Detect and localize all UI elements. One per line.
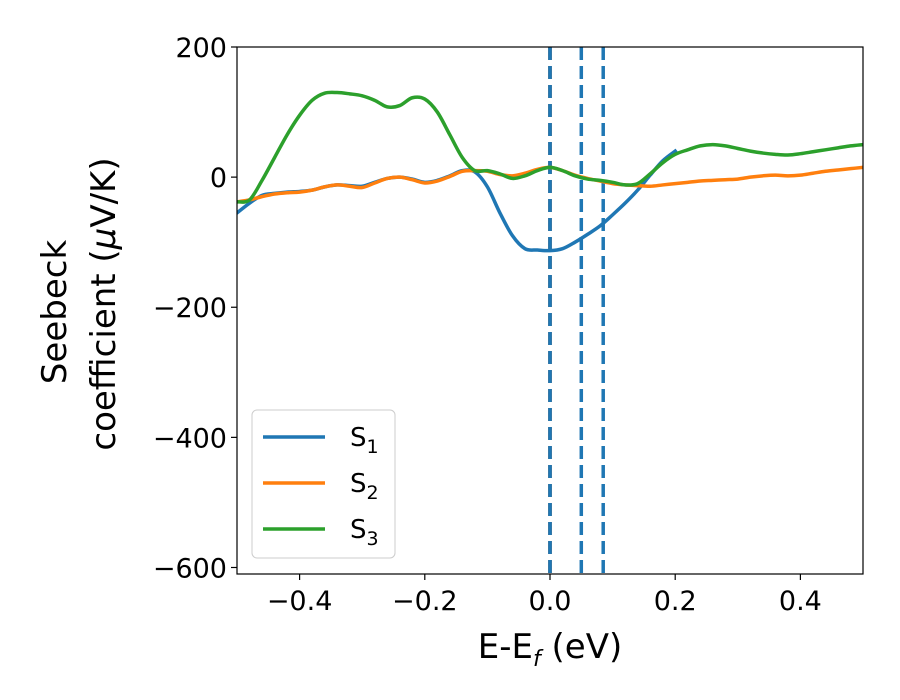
x-axis-ticks: −0.4 −0.2 0.0 0.2 0.4 bbox=[267, 574, 822, 617]
y-tick-label: 0 bbox=[210, 163, 227, 194]
legend-label-s3: S3 bbox=[350, 515, 379, 550]
y-axis-title-line2: coefficient (μV/K) bbox=[84, 157, 124, 450]
x-tick-label: −0.4 bbox=[267, 586, 333, 617]
reference-lines bbox=[548, 47, 605, 574]
x-tick-label: 0.0 bbox=[529, 586, 572, 617]
y-tick-label: −600 bbox=[153, 553, 227, 584]
y-tick-label: 200 bbox=[175, 33, 227, 64]
y-axis-ticks: 200 0 −200 −400 −600 bbox=[153, 33, 237, 584]
legend-label-s2: S2 bbox=[350, 469, 379, 504]
y-tick-label: −400 bbox=[153, 423, 227, 454]
legend-label-s1: S1 bbox=[350, 423, 379, 458]
series-lines bbox=[237, 90, 863, 253]
y-tick-label: −200 bbox=[153, 293, 227, 324]
x-axis-title: E-Ef (eV) bbox=[478, 627, 623, 672]
x-tick-label: 0.2 bbox=[654, 586, 697, 617]
y-axis-title-line1: Seebeck bbox=[35, 240, 75, 385]
legend: S1 S2 S3 bbox=[251, 409, 396, 559]
series-line-s3 bbox=[237, 90, 863, 204]
x-tick-label: 0.4 bbox=[779, 586, 822, 617]
x-tick-label: −0.2 bbox=[392, 586, 458, 617]
